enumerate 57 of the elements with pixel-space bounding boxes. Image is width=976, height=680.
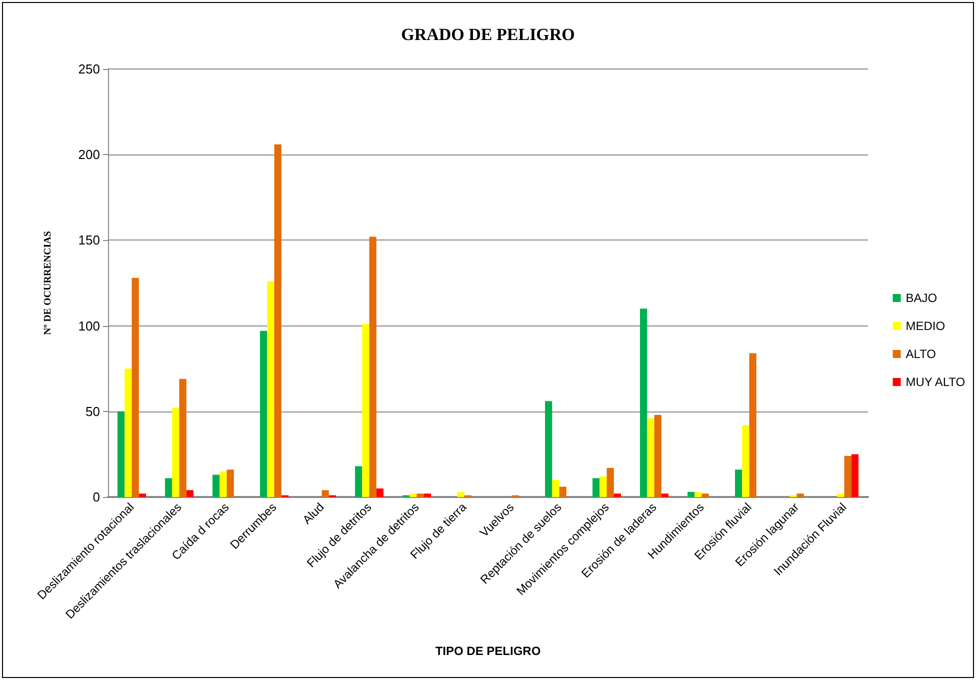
bar bbox=[735, 470, 742, 497]
bar bbox=[322, 490, 329, 497]
bar bbox=[362, 324, 370, 497]
bar bbox=[369, 236, 376, 497]
bar bbox=[837, 494, 844, 497]
bar bbox=[647, 418, 654, 497]
bar bbox=[226, 470, 234, 497]
legend-label: MUY ALTO bbox=[906, 375, 966, 389]
bar bbox=[640, 308, 648, 497]
bar bbox=[376, 488, 384, 497]
x-axis-title: TIPO DE PELIGRO bbox=[435, 644, 541, 658]
y-tick-label: 150 bbox=[78, 232, 100, 248]
bar bbox=[416, 494, 424, 497]
bar bbox=[410, 494, 417, 497]
bar bbox=[851, 454, 858, 497]
bar bbox=[545, 401, 552, 497]
bar bbox=[274, 144, 282, 497]
bar bbox=[220, 471, 227, 497]
bar bbox=[606, 468, 614, 497]
bar bbox=[661, 494, 668, 497]
bar bbox=[165, 478, 172, 497]
bar bbox=[260, 330, 268, 497]
y-axis-title: Nº DE OCURRENCIAS bbox=[42, 230, 54, 335]
bar bbox=[688, 492, 695, 497]
legend-label: ALTO bbox=[906, 347, 936, 361]
bar bbox=[424, 494, 431, 497]
bar bbox=[654, 414, 662, 497]
bar bbox=[694, 492, 702, 497]
legend-label: BAJO bbox=[906, 291, 938, 305]
bar bbox=[186, 490, 194, 497]
chart-title: GRADO DE PELIGRO bbox=[401, 25, 575, 44]
bar bbox=[552, 480, 560, 497]
bar bbox=[559, 486, 566, 497]
bar bbox=[742, 425, 750, 497]
bar bbox=[179, 378, 186, 497]
legend-label: MEDIO bbox=[906, 319, 946, 333]
bar bbox=[355, 466, 362, 497]
bar bbox=[614, 494, 621, 497]
bar bbox=[132, 278, 139, 497]
y-tick-label: 0 bbox=[92, 490, 100, 504]
bar bbox=[124, 368, 132, 497]
y-tick-label: 250 bbox=[78, 62, 100, 76]
bar bbox=[844, 456, 852, 497]
bar bbox=[592, 478, 600, 497]
bar bbox=[118, 411, 125, 497]
y-tick-label: 50 bbox=[86, 404, 100, 419]
y-tick-label: 100 bbox=[78, 318, 100, 334]
bar bbox=[600, 476, 607, 497]
bar bbox=[172, 408, 180, 497]
bar bbox=[138, 494, 146, 497]
bar bbox=[457, 492, 464, 497]
bar bbox=[702, 494, 709, 497]
y-tick-label: 200 bbox=[78, 147, 100, 162]
bar bbox=[212, 474, 220, 497]
bar bbox=[749, 353, 756, 497]
bar bbox=[796, 494, 804, 497]
bar bbox=[267, 281, 274, 497]
